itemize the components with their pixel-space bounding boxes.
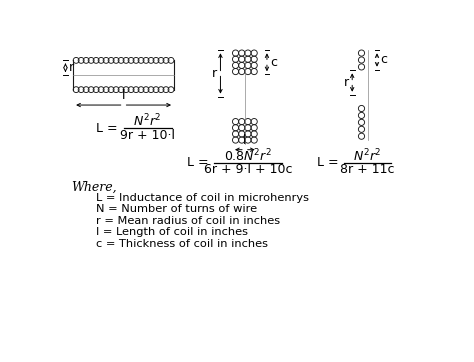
- Text: c = Thickness of coil in inches: c = Thickness of coil in inches: [96, 239, 268, 249]
- Text: Where,: Where,: [71, 181, 117, 194]
- Text: N = Number of turns of wire: N = Number of turns of wire: [96, 205, 257, 214]
- Text: c: c: [270, 56, 277, 69]
- Text: L = Inductance of coil in microhenrys: L = Inductance of coil in microhenrys: [96, 193, 310, 203]
- Text: r: r: [69, 61, 73, 74]
- Text: L =: L =: [187, 156, 213, 169]
- Text: r: r: [212, 67, 218, 80]
- Text: 9r + 10·l: 9r + 10·l: [120, 129, 175, 142]
- Text: 6r + 9·l + 10c: 6r + 9·l + 10c: [204, 163, 292, 176]
- Text: r = Mean radius of coil in inches: r = Mean radius of coil in inches: [96, 216, 281, 226]
- Text: l = Length of coil in inches: l = Length of coil in inches: [96, 227, 248, 237]
- Text: $N^2r^2$: $N^2r^2$: [133, 113, 162, 130]
- Text: l: l: [122, 89, 125, 102]
- Text: c: c: [380, 54, 387, 67]
- Text: $0.8N^2r^2$: $0.8N^2r^2$: [224, 148, 273, 164]
- Text: 8r + 11c: 8r + 11c: [340, 163, 395, 176]
- Text: r: r: [344, 76, 349, 89]
- Text: l: l: [243, 134, 246, 147]
- Text: $N^2r^2$: $N^2r^2$: [354, 148, 382, 164]
- Text: L =: L =: [317, 156, 343, 169]
- Text: L =: L =: [96, 122, 122, 135]
